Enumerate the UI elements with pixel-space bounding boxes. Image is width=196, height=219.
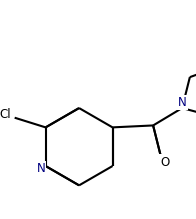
Text: O: O [160, 156, 169, 169]
Text: N: N [36, 162, 45, 175]
Text: N: N [178, 96, 187, 109]
Text: Cl: Cl [0, 108, 11, 121]
